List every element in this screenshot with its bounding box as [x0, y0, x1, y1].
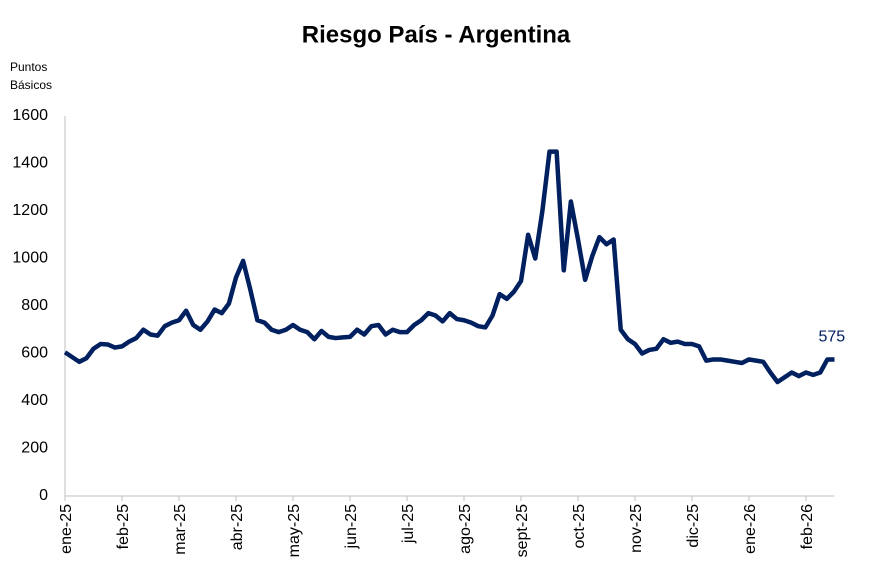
- x-tick-label: ene-25: [58, 504, 75, 554]
- chart-title: Riesgo País - Argentina: [302, 21, 571, 48]
- y-tick-label: 600: [21, 345, 48, 362]
- y-tick-label: 0: [39, 487, 48, 504]
- x-tick-label: nov-25: [628, 504, 645, 553]
- x-tick-label: jun-25: [343, 504, 360, 550]
- y-tick-label: 1000: [12, 250, 48, 267]
- y-tick-label: 200: [21, 440, 48, 457]
- y-tick-label: 1400: [12, 155, 48, 172]
- x-tick-label: feb-25: [115, 504, 132, 549]
- x-tick-label: ago-25: [457, 504, 474, 554]
- x-tick-label: ene-26: [742, 504, 759, 554]
- x-tick-label: dic-25: [685, 504, 702, 548]
- x-tick-label: may-25: [286, 504, 303, 557]
- x-tick-label: jul-25: [400, 504, 417, 544]
- y-tick-label: 1600: [12, 107, 48, 124]
- x-tick-label: mar-25: [172, 504, 189, 555]
- y-tick-label: 1200: [12, 202, 48, 219]
- y-axis-label: Puntos: [10, 60, 47, 74]
- x-tick-label: abr-25: [229, 504, 246, 550]
- x-tick-label: feb-26: [799, 504, 816, 549]
- x-tick-label: oct-25: [571, 504, 588, 549]
- y-tick-label: 400: [21, 392, 48, 409]
- y-axis-label: Básicos: [10, 78, 52, 92]
- data-label: 575: [819, 329, 846, 346]
- y-tick-label: 800: [21, 297, 48, 314]
- x-tick-label: sept-25: [514, 504, 531, 557]
- line: [63, 149, 835, 385]
